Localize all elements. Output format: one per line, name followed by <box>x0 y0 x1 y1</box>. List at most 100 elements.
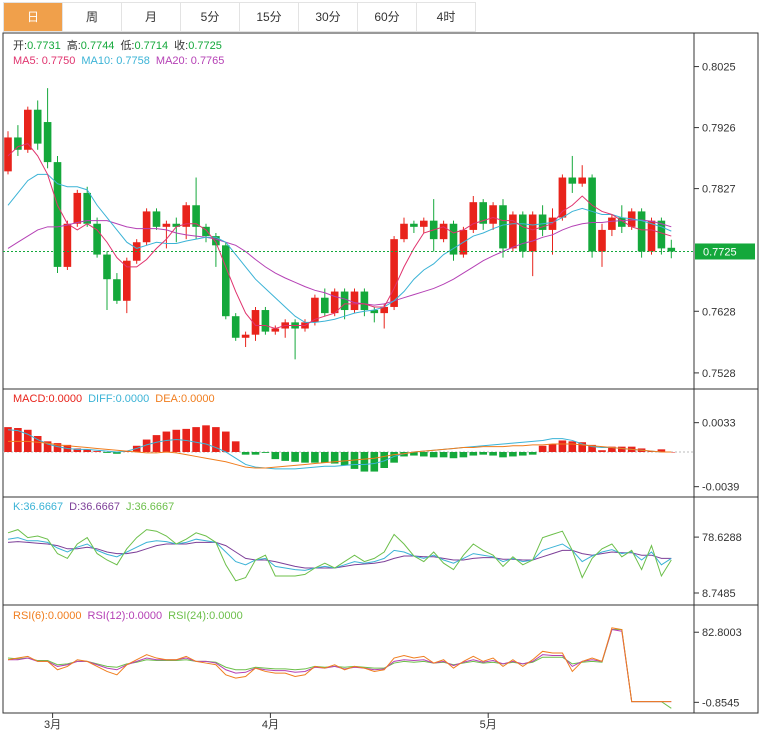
candle-body[interactable] <box>340 291 349 311</box>
candle-body[interactable] <box>519 214 527 252</box>
candle-body[interactable] <box>420 220 428 227</box>
candle-body[interactable] <box>657 220 666 249</box>
macd-info-part: DEA: <box>155 393 181 405</box>
candle-body[interactable] <box>123 260 131 301</box>
candle-body[interactable] <box>637 211 646 252</box>
macd-bar <box>103 452 111 453</box>
candle-body[interactable] <box>667 247 676 252</box>
candle-body[interactable] <box>330 291 339 314</box>
candle-body[interactable] <box>14 137 22 150</box>
ma-info-part: 0.7758 <box>116 55 150 67</box>
macd-bar <box>657 449 666 452</box>
candle-body[interactable] <box>202 226 210 237</box>
candle-body[interactable] <box>172 223 181 227</box>
macd-bar <box>499 452 507 458</box>
macd-bar <box>449 452 458 459</box>
candle-body[interactable] <box>212 236 220 246</box>
tab-period-6[interactable]: 60分 <box>358 3 417 31</box>
candle-body[interactable] <box>410 223 418 227</box>
candle-body[interactable] <box>538 214 547 230</box>
candle-body[interactable] <box>53 162 62 267</box>
candle-body[interactable] <box>142 211 151 243</box>
macd-bar <box>33 436 42 452</box>
ma-info-part: 0.7750 <box>42 55 76 67</box>
candle-body[interactable] <box>598 229 606 252</box>
macd-bar <box>578 442 586 452</box>
candle-body[interactable] <box>192 205 200 227</box>
macd-bar <box>241 452 250 455</box>
candle-body[interactable] <box>469 202 478 230</box>
candle-body[interactable] <box>231 316 240 338</box>
rsi-axis-label: 82.8003 <box>702 627 742 639</box>
candle-body[interactable] <box>4 137 12 172</box>
tab-period-7[interactable]: 4时 <box>417 3 476 31</box>
kdj-axis-label: 78.6288 <box>702 532 742 544</box>
candle-body[interactable] <box>113 279 121 301</box>
candle-body[interactable] <box>380 306 388 314</box>
macd-bar <box>202 425 210 452</box>
candle-body[interactable] <box>350 291 359 311</box>
candle-body[interactable] <box>509 214 517 249</box>
candle-body[interactable] <box>578 177 586 184</box>
candle-body[interactable] <box>647 220 656 252</box>
candle-body[interactable] <box>489 205 497 224</box>
candle-body[interactable] <box>360 291 369 311</box>
candle-body[interactable] <box>251 310 260 335</box>
candle-body[interactable] <box>439 223 448 240</box>
candle-body[interactable] <box>400 223 408 240</box>
candle-body[interactable] <box>528 214 537 252</box>
candle-body[interactable] <box>182 205 190 227</box>
candle-body[interactable] <box>588 177 596 252</box>
macd-bar <box>568 441 577 452</box>
candle-body[interactable] <box>83 192 91 224</box>
tab-period-4[interactable]: 15分 <box>240 3 299 31</box>
macd-bar <box>301 452 309 463</box>
rsi-info-part: 0.0000 <box>128 610 162 622</box>
ohlc-info-part: 0.7744 <box>81 40 115 52</box>
candle-body[interactable] <box>311 297 319 323</box>
tab-period-1[interactable]: 周 <box>63 3 122 31</box>
candle-body[interactable] <box>24 109 32 150</box>
tab-period-5[interactable]: 30分 <box>299 3 358 31</box>
macd-bar <box>261 452 270 453</box>
candle-body[interactable] <box>321 297 329 314</box>
candle-body[interactable] <box>43 122 52 163</box>
candle-body[interactable] <box>162 223 171 227</box>
candle-body[interactable] <box>390 239 398 307</box>
candle-body[interactable] <box>370 310 379 314</box>
price-axis-label: 0.7827 <box>702 184 736 196</box>
ohlc-info-part: 低: <box>120 39 134 52</box>
candle-body[interactable] <box>241 334 250 338</box>
candle-body[interactable] <box>93 223 101 255</box>
candle-body[interactable] <box>152 211 161 227</box>
rsi-axis-label: -0.8545 <box>702 697 739 709</box>
candle-body[interactable] <box>222 245 230 317</box>
candle-body[interactable] <box>499 205 507 249</box>
candle-body[interactable] <box>479 202 487 224</box>
kdj-info-part: 36.6667 <box>135 501 175 513</box>
tab-period-3[interactable]: 5分 <box>181 3 240 31</box>
tab-period-2[interactable]: 月 <box>122 3 181 31</box>
candle-body[interactable] <box>33 109 42 144</box>
candle-body[interactable] <box>63 223 72 267</box>
kdj-info-part: 36.6667 <box>80 501 120 513</box>
candle-body[interactable] <box>103 254 111 280</box>
rsi-info-part: 0.0000 <box>209 610 243 622</box>
macd-bar <box>83 449 91 452</box>
macd-bar <box>410 452 418 456</box>
candle-body[interactable] <box>568 177 577 184</box>
candle-body[interactable] <box>73 192 82 224</box>
ma10-line <box>7 173 672 323</box>
macd-bar <box>459 452 468 458</box>
macd-info-part: 0.0000 <box>116 393 150 405</box>
candle-body[interactable] <box>618 217 626 227</box>
candle-body[interactable] <box>608 217 616 230</box>
candle-body[interactable] <box>271 328 280 332</box>
macd-bar <box>152 435 161 452</box>
ma5-line <box>7 143 672 330</box>
tab-period-0[interactable]: 日 <box>4 3 63 31</box>
candle-body[interactable] <box>261 310 270 332</box>
candle-body[interactable] <box>558 177 567 218</box>
candle-body[interactable] <box>449 223 458 255</box>
